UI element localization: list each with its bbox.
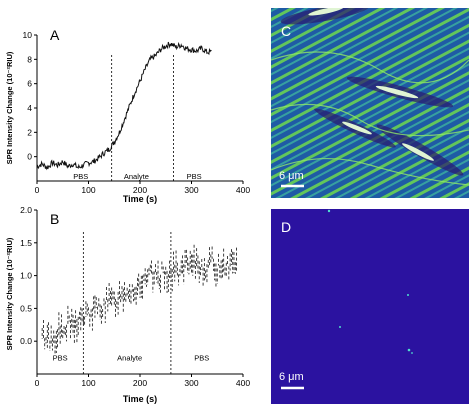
y-tick-label: 6 [27,79,32,89]
series-dashes-b [41,244,237,354]
y-tick-label: 4 [27,103,32,113]
phase-label: Analyte [117,354,142,363]
y-tick-label: 10 [23,30,33,40]
series-line-a [37,41,212,171]
ticks-a: 0 100 200 300 400 0 2 4 6 8 10 [23,30,251,195]
axis-y-label-b: SPR Intensity Change (10⁻²RIU) [5,237,14,350]
bright-spot [407,348,411,352]
phase-labels-a: PBS Analyte PBS [73,172,201,181]
phase-label: PBS [187,172,202,181]
y-tick-label: 2.0 [20,205,32,215]
x-tick-label: 100 [81,378,95,388]
y-tick-label: 1.5 [20,238,32,248]
x-tick-label: 100 [81,185,95,195]
phase-label: PBS [73,172,88,181]
phase-label: PBS [194,354,209,363]
scalebar-label-d: 6 μm [279,371,304,383]
bright-spot [339,326,341,328]
panel-letter-b: B [50,211,59,227]
y-tick-label: 1.0 [20,271,32,281]
image-panel-c: C 6 μm [271,8,469,198]
y-tick-label: 8 [27,54,32,64]
x-tick-label: 300 [184,378,198,388]
y-tick-label: 0 [27,152,32,162]
axis-x-label-a: Time (s) [123,194,157,204]
x-tick-label: 400 [236,378,250,388]
dividers-b [82,230,172,374]
panel-letter-d: D [281,219,291,235]
x-tick-label: 0 [35,378,40,388]
y-tick-label: 0.5 [20,303,32,313]
x-tick-label: 200 [133,185,147,195]
x-tick-label: 0 [35,185,40,195]
bright-spot [411,352,413,354]
bright-spot [327,209,331,213]
image-panel-d: D 6 μm [271,209,469,404]
x-tick-label: 200 [133,378,147,388]
phase-label: PBS [53,354,68,363]
x-tick-label: 400 [236,185,250,195]
ticks-b: 0 100 200 300 400 0.0 0.5 1.0 1.5 2.0 [20,205,250,388]
axis-y-label-a: SPR Intensity Change (10⁻²RIU) [5,51,14,164]
y-tick-label: 0.0 [20,336,32,346]
scalebar-label-c: 6 μm [279,170,304,182]
dividers-a [111,55,174,181]
chart-panel-a: 0 100 200 300 400 0 2 4 6 8 10 PBS Analyte PBS A Tim… [5,27,250,204]
panel-letter-c: C [281,23,291,39]
axis-x-label-b: Time (s) [123,394,157,404]
y-tick-label: 2 [27,127,32,137]
phase-labels-b: PBS Analyte PBS [53,354,210,363]
bright-spot [407,294,409,296]
phase-label: Analyte [124,172,149,181]
x-tick-label: 300 [184,185,198,195]
panel-letter-a: A [50,27,60,43]
